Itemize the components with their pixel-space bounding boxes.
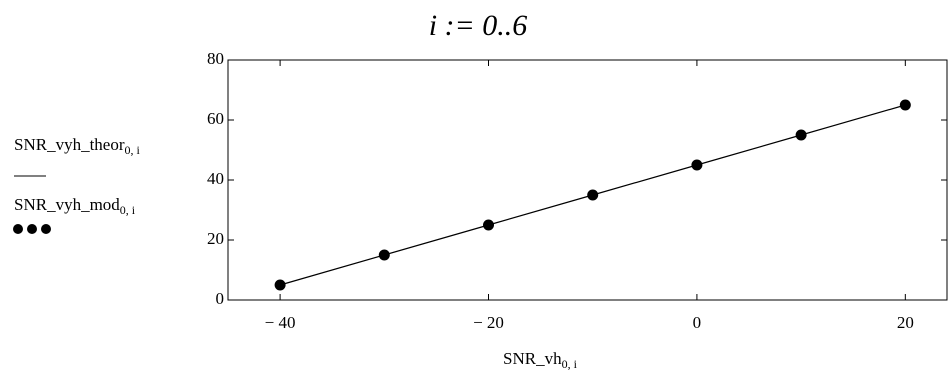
plot-frame bbox=[227, 59, 948, 301]
legend-text: SNR_vyh_mod bbox=[14, 195, 120, 214]
y-tick-label: 80 bbox=[207, 49, 224, 68]
data-point bbox=[274, 279, 286, 291]
legend-subscript: 0, i bbox=[125, 143, 141, 157]
x-axis-label: SNR_vh0, i bbox=[503, 349, 578, 371]
legend-marker-symbol bbox=[13, 224, 51, 234]
legend-subscript: 0, i bbox=[120, 203, 136, 217]
x-tick-label: 20 bbox=[897, 313, 914, 332]
y-tick-label: 0 bbox=[216, 289, 225, 308]
data-point bbox=[691, 159, 703, 171]
data-point bbox=[899, 99, 911, 111]
y-tick-label: 20 bbox=[207, 229, 224, 248]
legend-text: SNR_vyh_theor bbox=[14, 135, 125, 154]
y-tick-label: 40 bbox=[207, 169, 224, 188]
data-point bbox=[483, 219, 495, 231]
legend-label: SNR_vyh_mod0, i bbox=[14, 195, 136, 217]
y-tick-label: 60 bbox=[207, 109, 224, 128]
data-point bbox=[587, 189, 599, 201]
x-tick-label: − 40 bbox=[265, 313, 296, 332]
x-tick-label: − 20 bbox=[473, 313, 504, 332]
data-point bbox=[795, 129, 807, 141]
x-label-subscript: 0, i bbox=[562, 357, 578, 371]
legend-label: SNR_vyh_theor0, i bbox=[14, 135, 141, 157]
chart-title: i := 0..6 bbox=[429, 9, 528, 42]
x-tick-label: 0 bbox=[693, 313, 702, 332]
data-point bbox=[378, 249, 390, 261]
x-label-text: SNR_vh bbox=[503, 349, 562, 368]
